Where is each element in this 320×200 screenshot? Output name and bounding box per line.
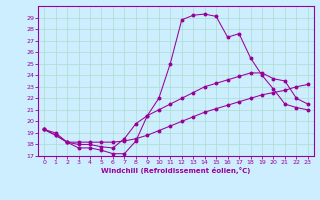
- X-axis label: Windchill (Refroidissement éolien,°C): Windchill (Refroidissement éolien,°C): [101, 167, 251, 174]
